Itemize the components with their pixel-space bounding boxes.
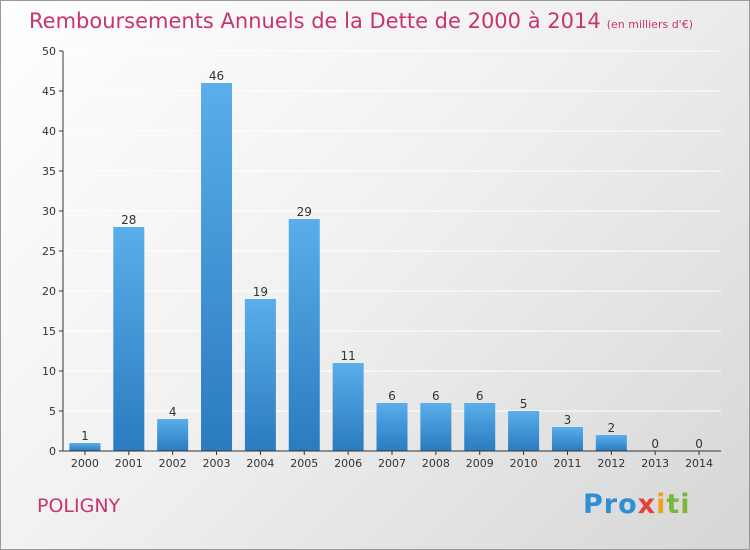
data-labels: 1 28 4 46 19 29 11 6 6 6 5 3 2 0 0 (81, 69, 703, 451)
bar (332, 363, 364, 451)
x-tick-label: 2010 (510, 457, 538, 470)
x-tick-label: 2001 (115, 457, 143, 470)
y-tick-label: 45 (42, 85, 56, 98)
data-label: 46 (209, 69, 224, 83)
y-tick-label: 10 (42, 365, 56, 378)
chart-subtitle: (en milliers d'€) (606, 18, 693, 31)
x-tick-label: 2011 (553, 457, 581, 470)
data-label: 0 (651, 437, 659, 451)
data-label: 1 (81, 429, 89, 443)
y-tick-label: 30 (42, 205, 56, 218)
chart-title: Remboursements Annuels de la Dette de 20… (29, 9, 693, 33)
x-tick-label: 2006 (334, 457, 362, 470)
data-label: 19 (253, 285, 268, 299)
x-tick-label: 2008 (422, 457, 450, 470)
y-tick-label: 50 (42, 45, 56, 58)
data-label: 2 (608, 421, 616, 435)
grid-lines (63, 50, 721, 412)
y-tick-label: 35 (42, 165, 56, 178)
data-label: 5 (520, 397, 528, 411)
bar (595, 435, 627, 451)
data-label: 0 (695, 437, 703, 451)
data-label: 28 (121, 213, 136, 227)
bar (69, 443, 101, 451)
x-tick-label: 2000 (71, 457, 99, 470)
bar (157, 419, 189, 451)
bar (244, 299, 276, 451)
bar (551, 427, 583, 451)
x-tick-label: 2007 (378, 457, 406, 470)
bar (376, 403, 408, 451)
data-label: 4 (169, 405, 177, 419)
x-tick-label: 2004 (246, 457, 274, 470)
bar (288, 219, 320, 451)
x-tick-label: 2009 (466, 457, 494, 470)
x-tick-label: 2014 (685, 457, 713, 470)
data-label: 6 (388, 389, 396, 403)
chart-title-text: Remboursements Annuels de la Dette de 20… (29, 9, 601, 33)
y-tick-label: 25 (42, 245, 56, 258)
bar (508, 411, 540, 451)
bar (420, 403, 452, 451)
y-tick-label: 40 (42, 125, 56, 138)
bars (69, 83, 627, 451)
data-label: 11 (340, 349, 355, 363)
x-tick-label: 2013 (641, 457, 669, 470)
x-tick-label: 2003 (203, 457, 231, 470)
bar (464, 403, 496, 451)
data-label: 6 (476, 389, 484, 403)
bar (113, 227, 145, 451)
y-tick-label: 15 (42, 325, 56, 338)
x-tick-label: 2012 (597, 457, 625, 470)
y-tick-label: 5 (49, 405, 56, 418)
bar (201, 83, 233, 451)
data-label: 29 (297, 205, 312, 219)
data-label: 6 (432, 389, 440, 403)
x-tick-label: 2002 (159, 457, 187, 470)
proxiti-logo: Proxiti (583, 489, 691, 520)
x-tick-label: 2005 (290, 457, 318, 470)
data-label: 3 (564, 413, 572, 427)
commune-name: POLIGNY (37, 495, 121, 517)
y-tick-label: 20 (42, 285, 56, 298)
y-tick-label: 0 (49, 445, 56, 458)
